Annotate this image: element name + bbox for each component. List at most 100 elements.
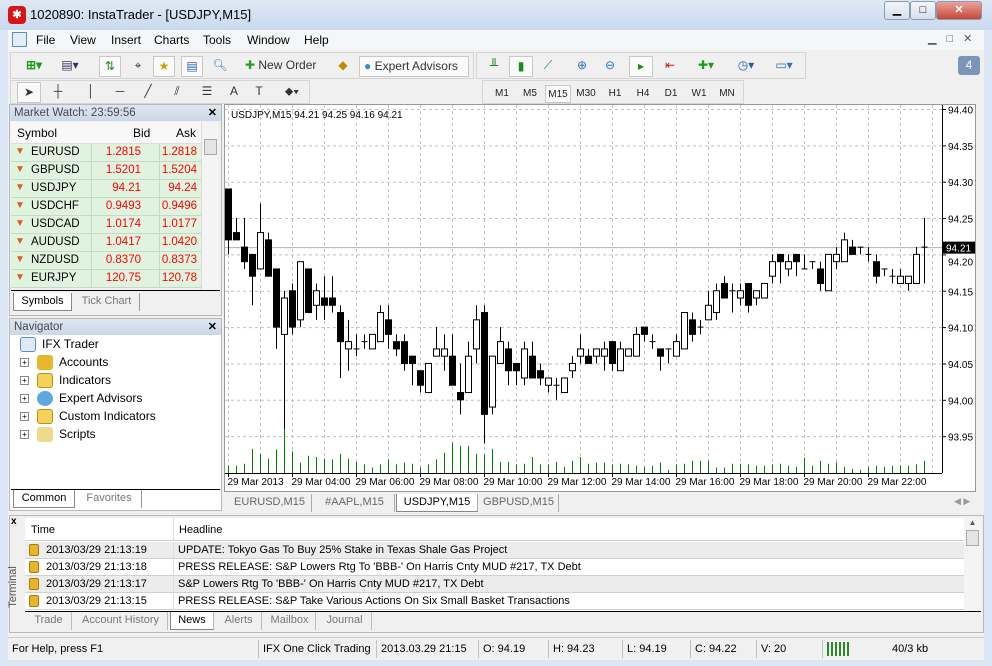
- expand-icon[interactable]: +: [20, 430, 29, 440]
- timeframe-w1[interactable]: W1: [691, 88, 707, 99]
- scrollbar-thumb[interactable]: [204, 139, 217, 155]
- nav-expert-advisors[interactable]: + Expert Advisors: [20, 391, 142, 407]
- horizontal-line-icon[interactable]: ─: [115, 84, 125, 98]
- expand-icon[interactable]: +: [20, 394, 29, 404]
- close-button[interactable]: ✕: [936, 1, 982, 20]
- menu-insert[interactable]: Insert: [111, 33, 142, 47]
- chart-tab[interactable]: #AAPL,M15: [315, 494, 395, 512]
- chart-tabs-scroll[interactable]: ◀ ▶: [954, 496, 971, 506]
- tab-alerts[interactable]: Alerts: [216, 612, 262, 630]
- market-watch-scrollbar[interactable]: [201, 122, 218, 290]
- tab-common[interactable]: Common: [13, 490, 75, 508]
- col-headline[interactable]: Headline: [179, 524, 223, 536]
- text-label-icon[interactable]: T: [255, 84, 263, 98]
- templates-menu-icon[interactable]: ▭▾: [775, 58, 793, 72]
- timeframe-mn[interactable]: MN: [719, 88, 735, 99]
- new-chart-icon[interactable]: ⊞▾: [25, 58, 43, 72]
- mdi-window-controls[interactable]: ▁□✕: [928, 33, 983, 45]
- chart-shift-icon[interactable]: ⇤: [664, 58, 676, 72]
- chart-tab[interactable]: EURUSD,M15: [228, 494, 312, 512]
- market-watch-row[interactable]: ▼ NZDUSD 0.8370 0.8373: [11, 252, 201, 270]
- chart-tab[interactable]: GBPUSD,M15: [479, 494, 559, 512]
- vertical-line-icon[interactable]: │: [87, 84, 95, 98]
- profiles-icon[interactable]: ▤▾: [61, 58, 79, 72]
- col-bid[interactable]: Bid: [133, 126, 151, 140]
- news-scrollbar[interactable]: ▲: [964, 518, 981, 612]
- timeframe-d1[interactable]: D1: [664, 88, 678, 99]
- line-chart-icon[interactable]: ⟋: [543, 58, 553, 72]
- menu-help[interactable]: Help: [304, 33, 329, 47]
- timeframe-m15[interactable]: M15: [545, 85, 571, 103]
- expand-icon[interactable]: +: [20, 376, 29, 386]
- market-watch-row[interactable]: ▼ USDCAD 1.0174 1.0177: [11, 216, 201, 234]
- news-row[interactable]: 2013/03/29 21:13:19 UPDATE: Tokyo Gas To …: [25, 542, 964, 559]
- news-row[interactable]: 2013/03/29 21:13:15 PRESS RELEASE: S&P Ta…: [25, 593, 964, 610]
- timeframe-m5[interactable]: M5: [523, 88, 537, 99]
- candlestick-chart-icon[interactable]: ▮: [509, 56, 533, 77]
- new-order-button[interactable]: ✚ New Order: [241, 56, 327, 77]
- col-symbol[interactable]: Symbol: [17, 126, 58, 140]
- nav-root[interactable]: IFX Trader: [20, 337, 99, 353]
- close-terminal-icon[interactable]: x: [11, 516, 17, 527]
- text-icon[interactable]: A: [229, 84, 238, 98]
- notifications-badge[interactable]: 4: [958, 56, 980, 75]
- periods-menu-icon[interactable]: ◷▾: [737, 58, 755, 72]
- tab-symbols[interactable]: Symbols: [13, 293, 72, 311]
- indicators-menu-icon[interactable]: ✚▾: [697, 58, 715, 72]
- crosshair-icon[interactable]: ┼: [53, 84, 63, 98]
- news-row[interactable]: 2013/03/29 21:13:18 PRESS RELEASE: S&P Lo…: [25, 559, 964, 576]
- arrows-menu-icon[interactable]: ⬥▾: [284, 84, 300, 98]
- tab-mailbox[interactable]: Mailbox: [264, 612, 316, 630]
- trendline-icon[interactable]: ╱: [144, 84, 152, 98]
- zoom-in-icon[interactable]: ⊕: [576, 58, 588, 72]
- zoom-out-icon[interactable]: ⊖: [604, 58, 616, 72]
- bar-chart-icon[interactable]: ╨: [489, 58, 499, 72]
- menu-file[interactable]: File: [36, 33, 56, 47]
- timeframe-h1[interactable]: H1: [608, 88, 622, 99]
- chart-tab[interactable]: USDJPY,M15: [396, 494, 478, 512]
- chart-window[interactable]: 94.40 94.35 94.30 94.25 94.20 94.15 94.10 94.05…: [224, 104, 976, 492]
- timeframe-m30[interactable]: M30: [576, 88, 596, 99]
- market-watch-row[interactable]: ▼ AUDUSD 1.0417 1.0420: [11, 234, 201, 252]
- market-watch-row[interactable]: ▼ USDCHF 0.9493 0.9496: [11, 198, 201, 216]
- tab-journal[interactable]: Journal: [318, 612, 372, 630]
- alert-warning-icon[interactable]: ◆: [338, 58, 348, 72]
- tab-tick-chart[interactable]: Tick Chart: [74, 293, 140, 311]
- cursor-icon[interactable]: ➤: [17, 82, 41, 103]
- maximize-button[interactable]: □: [910, 1, 936, 20]
- nav-scripts[interactable]: + Scripts: [20, 427, 96, 443]
- market-watch-row[interactable]: ▼ USDJPY 94.21 94.24: [11, 180, 201, 198]
- nav-indicators[interactable]: + Indicators: [20, 373, 111, 389]
- strategy-tester-icon[interactable]: 🔍︎: [212, 58, 228, 72]
- equidistant-channel-icon[interactable]: ⫽: [174, 84, 180, 98]
- market-watch-icon[interactable]: ⇅: [99, 56, 121, 77]
- market-watch-row[interactable]: ▼ GBPUSD 1.5201 1.5204: [11, 162, 201, 180]
- expand-icon[interactable]: +: [20, 412, 29, 422]
- close-market-watch-icon[interactable]: ✕: [207, 107, 217, 119]
- expert-advisors-button[interactable]: ● Expert Advisors: [359, 56, 469, 77]
- menu-view[interactable]: View: [70, 33, 96, 47]
- close-navigator-icon[interactable]: ✕: [207, 321, 217, 333]
- market-watch-row[interactable]: ▼ EURJPY 120.75 120.78: [11, 270, 201, 288]
- menu-window[interactable]: Window: [247, 33, 290, 47]
- col-ask[interactable]: Ask: [176, 126, 197, 140]
- scrollbar-thumb[interactable]: [966, 530, 979, 546]
- tab-trade[interactable]: Trade: [26, 612, 72, 630]
- menu-tools[interactable]: Tools: [203, 33, 232, 47]
- menu-charts[interactable]: Charts: [154, 33, 190, 47]
- news-row[interactable]: 2013/03/29 21:13:17 S&P Lowers Rtg To 'BB…: [25, 576, 964, 593]
- tab-favorites[interactable]: Favorites: [77, 490, 142, 508]
- market-watch-row[interactable]: ▼ EURUSD 1.2815 1.2818: [11, 144, 201, 162]
- timeframe-m1[interactable]: M1: [495, 88, 509, 99]
- tab-account-history[interactable]: Account History: [74, 612, 168, 630]
- minimize-button[interactable]: ▁: [884, 1, 910, 20]
- expand-icon[interactable]: +: [20, 358, 29, 368]
- nav-accounts[interactable]: + Accounts: [20, 355, 108, 371]
- fibonacci-icon[interactable]: ☰: [201, 84, 213, 98]
- tab-news[interactable]: News: [170, 612, 214, 630]
- data-window-icon[interactable]: ⌖: [134, 58, 142, 72]
- timeframe-h4[interactable]: H4: [636, 88, 650, 99]
- col-time[interactable]: Time: [31, 524, 56, 536]
- navigator-icon[interactable]: ★: [153, 56, 175, 77]
- status-profile[interactable]: IFX One Click Trading: [258, 640, 371, 658]
